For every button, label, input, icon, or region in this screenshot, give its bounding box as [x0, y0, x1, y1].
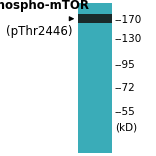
Text: --130: --130 [115, 34, 142, 44]
Text: --170: --170 [115, 15, 142, 25]
Text: --72: --72 [115, 83, 135, 93]
Text: --55: --55 [115, 107, 135, 117]
Bar [78, 3, 112, 153]
Text: (pThr2446): (pThr2446) [6, 25, 72, 38]
Text: --95: --95 [115, 60, 135, 70]
Bar [78, 14, 112, 23]
Text: Phospho-mTOR: Phospho-mTOR [0, 0, 90, 12]
Text: (kD): (kD) [115, 122, 137, 132]
